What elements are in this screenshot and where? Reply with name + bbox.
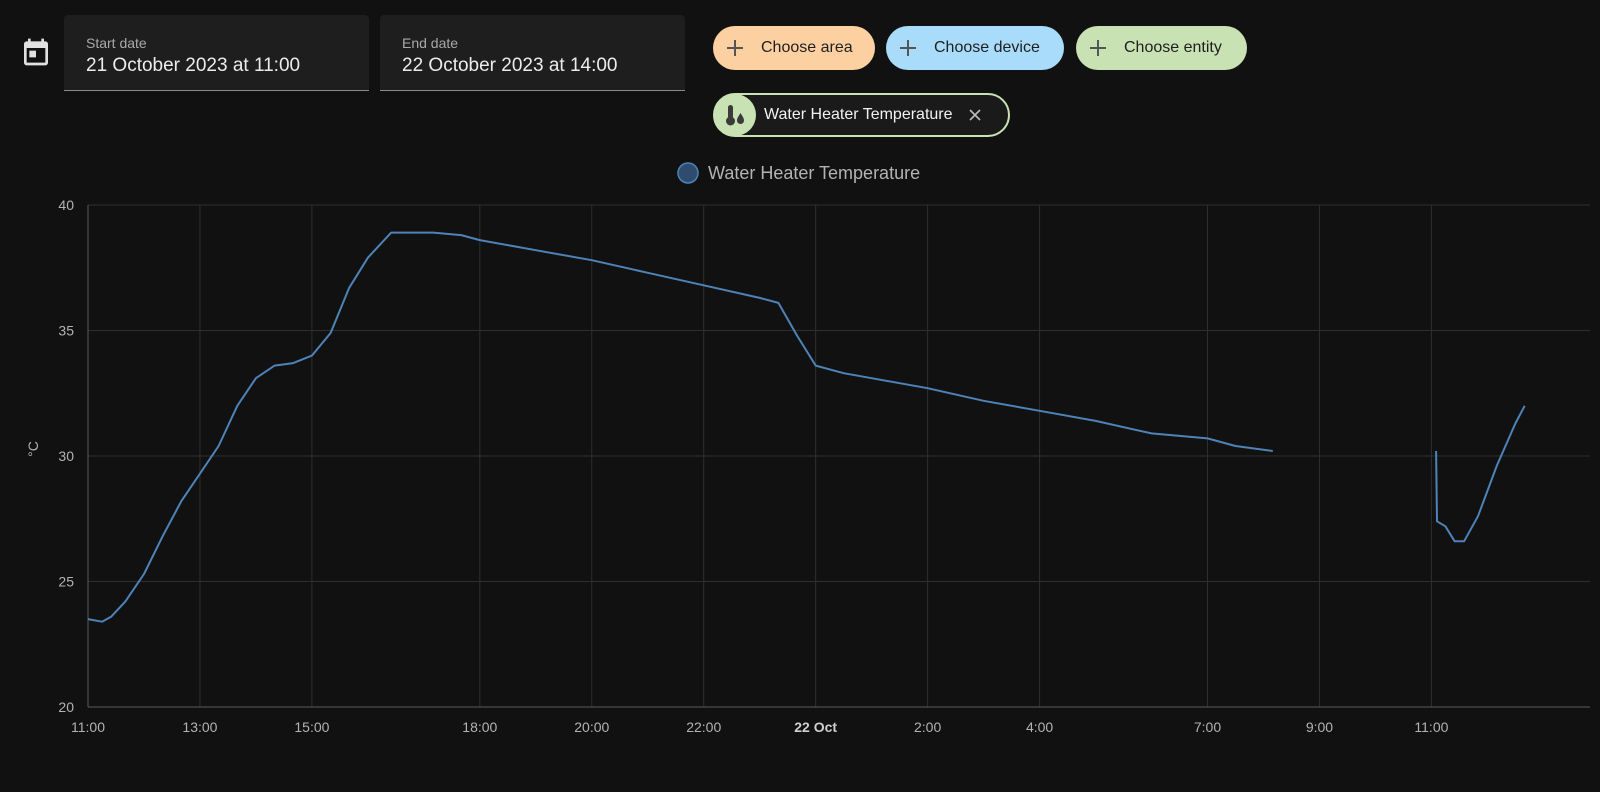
series-water-heater-temperature xyxy=(87,231,1526,623)
selected-entity-chip[interactable]: Water Heater Temperature xyxy=(713,93,1010,137)
x-tick-label: 22 Oct xyxy=(794,719,837,735)
y-tick-label: 25 xyxy=(58,574,74,590)
start-date-label: Start date xyxy=(86,35,147,51)
end-date-value: 22 October 2023 at 14:00 xyxy=(402,55,618,76)
legend-series-label: Water Heater Temperature xyxy=(708,163,920,183)
choose-device-button[interactable]: Choose device xyxy=(886,26,1064,70)
series-line-segment xyxy=(1435,405,1526,543)
choose-area-label: Choose area xyxy=(761,39,853,56)
x-tick-label: 11:00 xyxy=(1414,719,1448,735)
calendar-icon[interactable] xyxy=(20,36,52,68)
y-tick-label: 30 xyxy=(58,448,74,464)
end-date-field[interactable]: End date 22 October 2023 at 14:00 xyxy=(380,15,685,91)
plus-icon xyxy=(1090,40,1106,56)
legend-marker xyxy=(677,162,699,184)
x-axis-ticks: 11:00 13:00 15:00 18:00 20:00 22:00 22 Oct 2:00… xyxy=(71,719,1449,735)
choose-device-label: Choose device xyxy=(934,39,1040,56)
x-tick-label: 22:00 xyxy=(686,719,721,735)
x-tick-label: 15:00 xyxy=(294,719,329,735)
history-chart: Water Heater Temperature 20 25 30 35 40 11:0… xyxy=(25,162,1590,735)
y-tick-label: 40 xyxy=(58,197,74,213)
plus-icon xyxy=(727,40,743,56)
x-tick-label: 7:00 xyxy=(1194,719,1221,735)
chart-grid xyxy=(87,204,1590,708)
x-tick-label: 18:00 xyxy=(462,719,497,735)
x-tick-label: 4:00 xyxy=(1026,719,1053,735)
end-date-label: End date xyxy=(402,35,459,51)
y-tick-label: 35 xyxy=(58,323,74,339)
series-line-segment xyxy=(87,231,1273,623)
start-date-value: 21 October 2023 at 11:00 xyxy=(86,55,301,76)
x-tick-label: 2:00 xyxy=(914,719,941,735)
chart-legend[interactable]: Water Heater Temperature xyxy=(677,162,920,184)
choose-entity-label: Choose entity xyxy=(1124,39,1222,56)
close-icon[interactable] xyxy=(967,107,983,123)
choose-area-button[interactable]: Choose area xyxy=(713,26,875,70)
x-tick-label: 13:00 xyxy=(182,719,217,735)
selected-entity-name: Water Heater Temperature xyxy=(764,106,953,123)
thermometer-water-icon xyxy=(714,94,756,136)
plus-icon xyxy=(900,40,916,56)
x-tick-label: 9:00 xyxy=(1306,719,1333,735)
choose-entity-button[interactable]: Choose entity xyxy=(1076,26,1247,70)
y-tick-label: 20 xyxy=(58,699,74,715)
y-axis-ticks: 20 25 30 35 40 xyxy=(58,197,74,715)
x-tick-label: 20:00 xyxy=(574,719,609,735)
start-date-field[interactable]: Start date 21 October 2023 at 11:00 xyxy=(64,15,369,91)
y-axis-title: °C xyxy=(25,441,41,457)
x-tick-label: 11:00 xyxy=(71,719,105,735)
